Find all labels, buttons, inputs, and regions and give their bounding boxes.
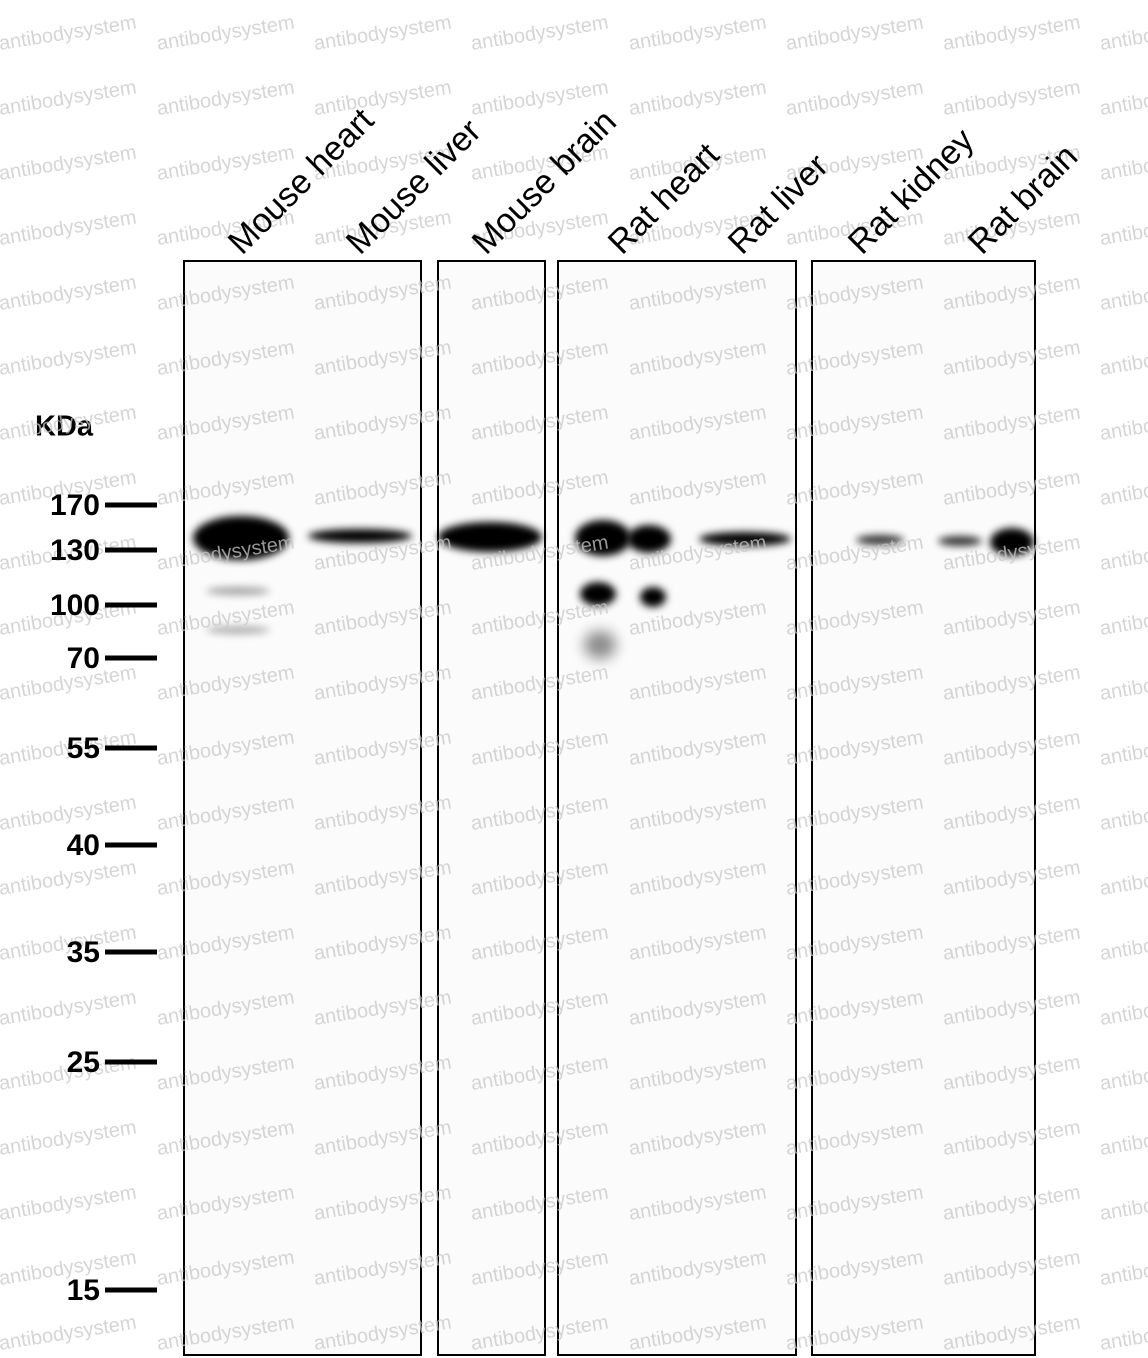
watermark: antibodysystem bbox=[0, 1116, 138, 1159]
watermark: antibodysystem bbox=[1098, 1246, 1148, 1289]
watermark: antibodysystem bbox=[0, 1311, 138, 1354]
bands bbox=[193, 516, 1034, 659]
band bbox=[206, 587, 270, 595]
band bbox=[990, 528, 1034, 556]
watermark: antibodysystem bbox=[1098, 206, 1148, 249]
panel bbox=[183, 260, 422, 1356]
watermark: antibodysystem bbox=[1098, 921, 1148, 964]
watermark: antibodysystem bbox=[155, 76, 296, 119]
watermark: antibodysystem bbox=[0, 11, 138, 54]
watermark: antibodysystem bbox=[1098, 661, 1148, 704]
band bbox=[438, 522, 542, 552]
band bbox=[193, 516, 289, 560]
watermark: antibodysystem bbox=[469, 11, 610, 54]
watermark: antibodysystem bbox=[0, 336, 138, 379]
marker-label: 100 bbox=[50, 589, 100, 622]
marker-label: 15 bbox=[67, 1274, 100, 1307]
watermark: antibodysystem bbox=[627, 11, 768, 54]
markers: 170 130 100 70 55 40 35 25 15 bbox=[50, 489, 157, 1307]
panel bbox=[557, 260, 797, 1356]
watermark: antibodysystem bbox=[1098, 401, 1148, 444]
panel bbox=[811, 260, 1036, 1356]
band bbox=[627, 525, 671, 553]
band bbox=[856, 535, 904, 545]
watermark: antibodysystem bbox=[1098, 791, 1148, 834]
watermark: antibodysystem bbox=[1098, 466, 1148, 509]
watermark: antibodysystem bbox=[312, 11, 453, 54]
marker-label: 55 bbox=[67, 732, 100, 765]
watermark: antibodysystem bbox=[0, 986, 138, 1029]
watermark: antibodysystem bbox=[0, 76, 138, 119]
band bbox=[584, 631, 616, 659]
watermark: antibodysystem bbox=[155, 11, 296, 54]
watermark: antibodysystem bbox=[941, 76, 1082, 119]
marker-label: 25 bbox=[67, 1046, 100, 1079]
marker-label: 170 bbox=[50, 489, 100, 522]
watermark: antibodysystem bbox=[1098, 856, 1148, 899]
band bbox=[640, 587, 666, 607]
watermark: antibodysystem bbox=[1098, 986, 1148, 1029]
marker-label: 70 bbox=[67, 642, 100, 675]
watermark: antibodysystem bbox=[1098, 596, 1148, 639]
watermark: antibodysystem bbox=[0, 206, 138, 249]
marker-label: 130 bbox=[50, 534, 100, 567]
marker-label: 40 bbox=[67, 829, 100, 862]
panel bbox=[437, 260, 546, 1356]
watermark: antibodysystem bbox=[1098, 726, 1148, 769]
watermark: antibodysystem bbox=[1098, 1051, 1148, 1094]
watermark: antibodysystem bbox=[312, 76, 453, 119]
watermark: antibodysystem bbox=[627, 76, 768, 119]
watermark: antibodysystem bbox=[784, 11, 925, 54]
panels bbox=[183, 260, 1036, 1356]
watermark: antibodysystem bbox=[0, 856, 138, 899]
marker-label: 35 bbox=[67, 936, 100, 969]
watermark: antibodysystem bbox=[1098, 336, 1148, 379]
band bbox=[308, 529, 412, 543]
watermark: antibodysystem bbox=[1098, 531, 1148, 574]
watermark: antibodysystem bbox=[784, 76, 925, 119]
watermark: antibodysystem bbox=[1098, 1181, 1148, 1224]
watermark: antibodysystem bbox=[1098, 1311, 1148, 1354]
band bbox=[699, 532, 791, 546]
band bbox=[580, 582, 616, 606]
watermark: antibodysystem bbox=[0, 1181, 138, 1224]
watermark: antibodysystem bbox=[0, 271, 138, 314]
watermark: antibodysystem bbox=[1098, 11, 1148, 54]
band bbox=[938, 536, 982, 546]
watermark: antibodysystem bbox=[0, 141, 138, 184]
watermark: antibodysystem bbox=[1098, 141, 1148, 184]
watermark: antibodysystem bbox=[1098, 76, 1148, 119]
watermark: antibodysystem bbox=[1098, 1116, 1148, 1159]
watermark: antibodysystem bbox=[155, 141, 296, 184]
unit-label: KDa bbox=[35, 411, 94, 443]
band bbox=[575, 520, 631, 556]
watermark: antibodysystem bbox=[1098, 271, 1148, 314]
band bbox=[206, 626, 270, 634]
watermark: antibodysystem bbox=[941, 11, 1082, 54]
